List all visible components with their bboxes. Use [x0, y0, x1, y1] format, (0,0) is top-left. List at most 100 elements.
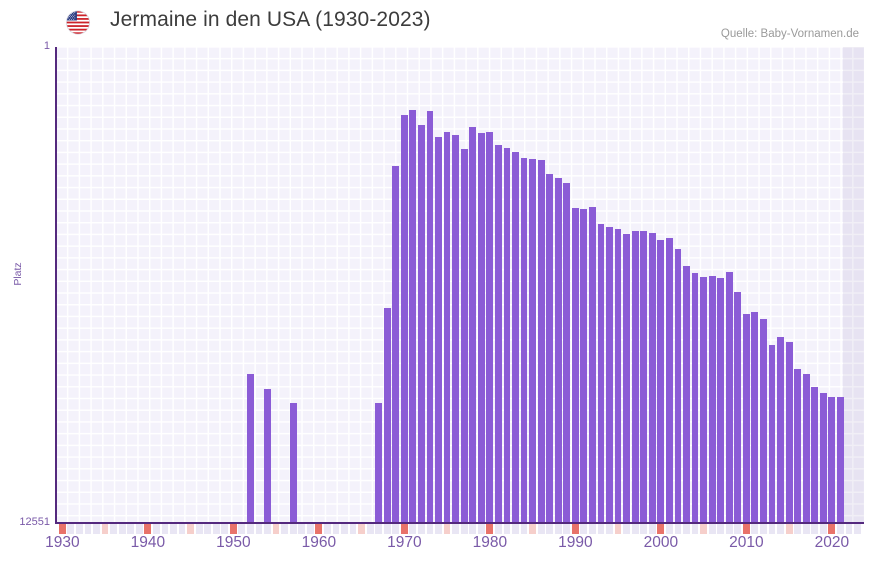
bar-2018[interactable] [811, 387, 819, 523]
bar-1972[interactable] [418, 124, 425, 523]
bar-1997[interactable] [631, 231, 639, 523]
bar-1974[interactable] [435, 136, 442, 523]
bar-1986[interactable] [537, 160, 545, 523]
bar-1973[interactable] [426, 111, 434, 523]
x-tick-1980: 1980 [472, 534, 508, 551]
tickmark-1987 [546, 524, 554, 534]
tickmark-2020 [828, 524, 836, 534]
bar-1957[interactable] [289, 402, 297, 523]
tickmark-2000 [657, 524, 665, 534]
tickmark-1938 [127, 524, 135, 534]
bar-2020[interactable] [828, 397, 836, 523]
bar-1967[interactable] [375, 403, 383, 523]
bar-2003[interactable] [683, 266, 690, 523]
bar-1988[interactable] [554, 177, 562, 523]
tickmark-1949 [221, 524, 229, 534]
x-tick-1970: 1970 [387, 534, 422, 551]
bar-2010[interactable] [742, 313, 750, 523]
bar-1952[interactable] [247, 373, 254, 523]
bar-1993[interactable] [597, 224, 605, 523]
tickmark-2004 [691, 524, 699, 534]
bar-1983[interactable] [512, 151, 519, 523]
tickmark-1943 [170, 524, 177, 534]
tickmark-1961 [323, 524, 331, 534]
tickmark-1962 [332, 524, 340, 534]
tickmark-2009 [734, 524, 742, 534]
bar-2000[interactable] [657, 240, 665, 523]
tickmark-2005 [700, 524, 707, 534]
bar-1995[interactable] [614, 228, 622, 523]
bar-2017[interactable] [802, 374, 810, 523]
bar-1978[interactable] [469, 127, 477, 523]
bar-1979[interactable] [477, 133, 485, 523]
tickmark-1936 [110, 524, 118, 534]
bar-1975[interactable] [443, 132, 451, 523]
bar-1969[interactable] [392, 166, 400, 523]
bar-2004[interactable] [691, 272, 699, 523]
bar-2002[interactable] [674, 248, 682, 523]
bar-1996[interactable] [623, 233, 631, 523]
tickmark-1992 [589, 524, 596, 534]
tickmark-1996 [623, 524, 631, 534]
bar-1968[interactable] [383, 307, 391, 523]
tickmark-2022 [845, 524, 853, 534]
bar-1991[interactable] [580, 208, 588, 523]
tickmark-1993 [597, 524, 605, 534]
tickmark-1940 [144, 524, 152, 534]
tickmark-1989 [563, 524, 571, 534]
bar-2016[interactable] [794, 368, 802, 523]
y-axis-label-bottom: 12551 [19, 516, 50, 528]
bar-1982[interactable] [503, 148, 511, 523]
tickmark-1937 [118, 524, 126, 534]
bar-1992[interactable] [589, 206, 596, 523]
bar-1984[interactable] [520, 158, 528, 523]
tickmark-2018 [811, 524, 819, 534]
tickmark-1956 [281, 524, 289, 534]
bar-2011[interactable] [751, 312, 759, 523]
tickmark-1957 [289, 524, 297, 534]
bar-1989[interactable] [563, 182, 571, 523]
tickmark-1966 [366, 524, 374, 534]
tickmark-1991 [580, 524, 588, 534]
bar-1954[interactable] [264, 389, 271, 523]
tickmark-1947 [204, 524, 212, 534]
bar-1981[interactable] [494, 145, 502, 523]
tickmark-2023 [854, 524, 861, 534]
bar-1994[interactable] [606, 227, 613, 523]
bar-1999[interactable] [648, 232, 656, 523]
tickmark-1988 [554, 524, 562, 534]
x-tick-2010: 2010 [729, 534, 764, 551]
bar-2001[interactable] [665, 238, 673, 523]
tickmark-1948 [212, 524, 220, 534]
bar-1985[interactable] [529, 158, 536, 523]
y-axis-label-top: 1 [43, 40, 50, 52]
bar-2006[interactable] [708, 275, 716, 523]
chart-header: Jermaine in den USA (1930-2023) Quelle: … [0, 0, 873, 47]
bar-1987[interactable] [546, 174, 554, 523]
bar-2005[interactable] [700, 276, 707, 523]
x-tick-2020: 2020 [814, 534, 850, 551]
bar-2013[interactable] [768, 345, 776, 523]
bar-2009[interactable] [734, 291, 742, 523]
tickmark-2011 [751, 524, 759, 534]
bar-1970[interactable] [400, 114, 408, 523]
bar-1976[interactable] [452, 134, 460, 523]
tickmark-1963 [341, 524, 348, 534]
bar-2021[interactable] [836, 397, 844, 523]
bar-1990[interactable] [571, 208, 579, 523]
bar-1971[interactable] [409, 109, 417, 523]
bar-2008[interactable] [725, 271, 733, 523]
x-tick-2000: 2000 [643, 534, 679, 551]
bar-2019[interactable] [819, 393, 827, 523]
bar-2015[interactable] [785, 342, 793, 523]
tickmark-1984 [520, 524, 528, 534]
bar-2007[interactable] [717, 277, 725, 523]
tickmark-1964 [349, 524, 357, 534]
bar-1977[interactable] [460, 149, 468, 523]
tickmark-2012 [760, 524, 767, 534]
bar-2012[interactable] [760, 319, 767, 523]
bar-1980[interactable] [486, 132, 494, 523]
bar-1998[interactable] [640, 231, 648, 523]
tickmark-1942 [161, 524, 169, 534]
bar-2014[interactable] [777, 337, 784, 523]
